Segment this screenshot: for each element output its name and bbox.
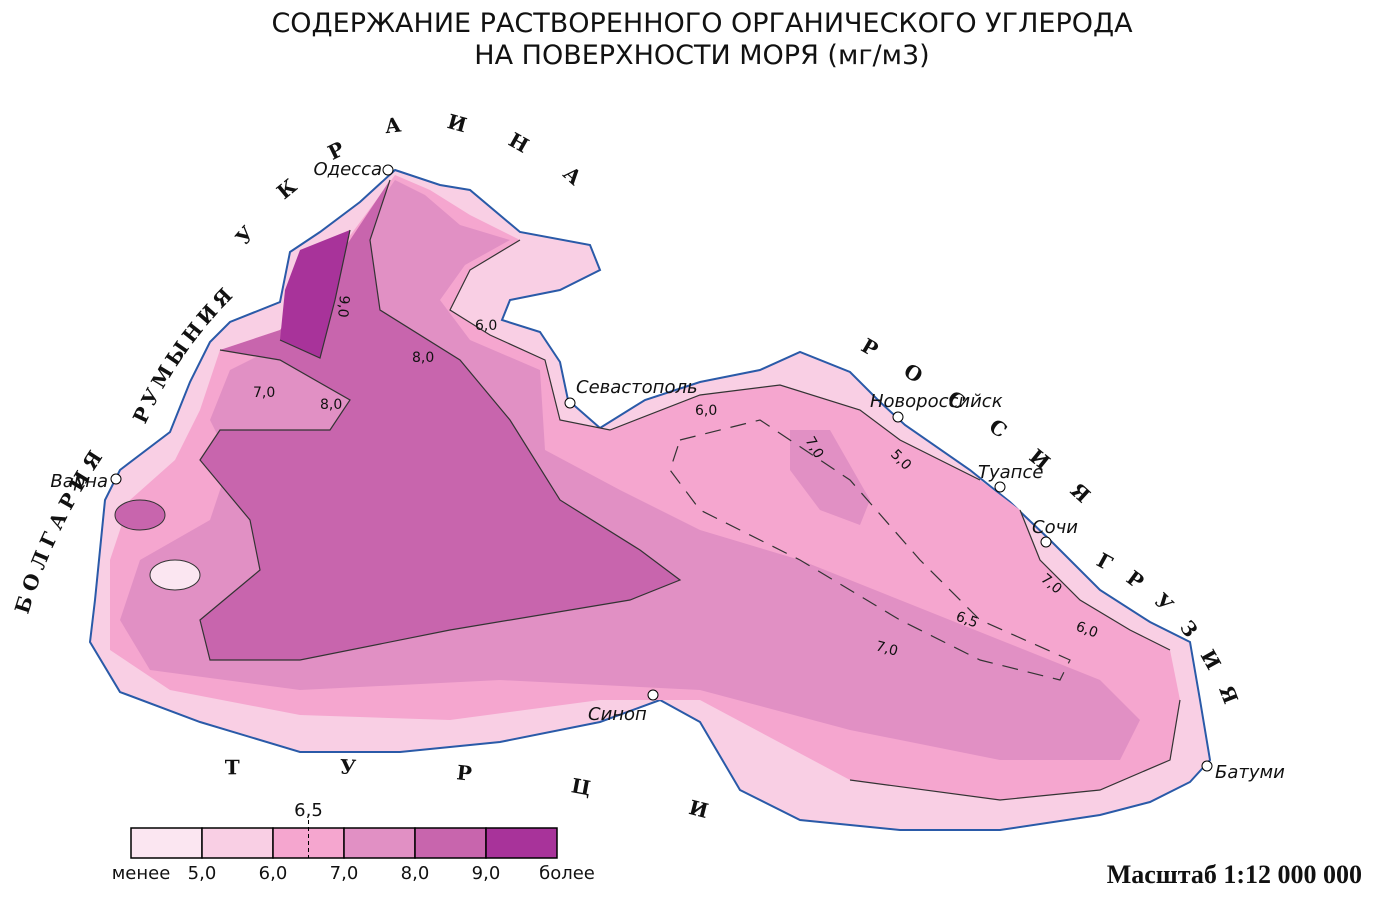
isoline-label: 7,0 <box>253 385 275 401</box>
city-label: Варна <box>50 471 108 492</box>
legend-swatch <box>485 827 558 859</box>
city-label: Новороссийск <box>870 391 1003 412</box>
legend: менее 5,0 6,0 7,0 8,0 9,0 более 6,5 <box>112 800 595 884</box>
legend-swatch <box>343 827 416 859</box>
isoline-label: 9,0 <box>334 295 352 319</box>
isoline-label: 6,0 <box>1074 619 1100 642</box>
city-dot <box>382 164 394 176</box>
isoline-label: 6,5 <box>954 609 980 632</box>
title: СОДЕРЖАНИЕ РАСТВОРЕННОГО ОРГАНИЧЕСКОГО У… <box>271 8 1133 39</box>
legend-label: 9,0 <box>472 863 501 884</box>
cities: Одесса Севастополь Новороссийск Туапсе С… <box>50 159 1285 783</box>
legend-swatch <box>201 827 274 859</box>
city-label: Сочи <box>1032 517 1078 538</box>
city-label: Севастополь <box>576 377 698 398</box>
city-label: Синоп <box>588 704 647 725</box>
city-dot <box>564 397 576 409</box>
city-label: Туапсе <box>978 462 1043 483</box>
isoline-label: 8,0 <box>412 350 434 366</box>
legend-label: более <box>539 863 595 884</box>
city-dot <box>892 411 904 423</box>
legend-label: 5,0 <box>188 863 217 884</box>
city-label: Одесса <box>313 159 382 180</box>
legend-label: 7,0 <box>330 863 359 884</box>
scale: Масштаб 1:12 000 000 <box>1107 860 1362 889</box>
isoline-label: 6,0 <box>695 403 717 419</box>
city-dot <box>110 473 122 485</box>
city-dot <box>994 481 1006 493</box>
legend-swatch <box>414 827 487 859</box>
city-label: Батуми <box>1215 762 1285 783</box>
city-dot <box>1040 536 1052 548</box>
isoline-label: 6,0 <box>475 318 497 334</box>
legend-swatch <box>130 827 203 859</box>
legend-mark-label: 6,5 <box>294 800 323 821</box>
legend-label: менее <box>112 863 171 884</box>
legend-label: 6,0 <box>259 863 288 884</box>
city-dot <box>647 689 659 701</box>
isoline-label: 7,0 <box>874 638 900 659</box>
title: НА ПОВЕРХНОСТИ МОРЯ (мг/м3) <box>474 40 929 71</box>
isoline-label: 8,0 <box>320 397 342 413</box>
legend-label: 8,0 <box>401 863 430 884</box>
sea <box>88 168 1212 831</box>
city-dot <box>1201 760 1213 772</box>
